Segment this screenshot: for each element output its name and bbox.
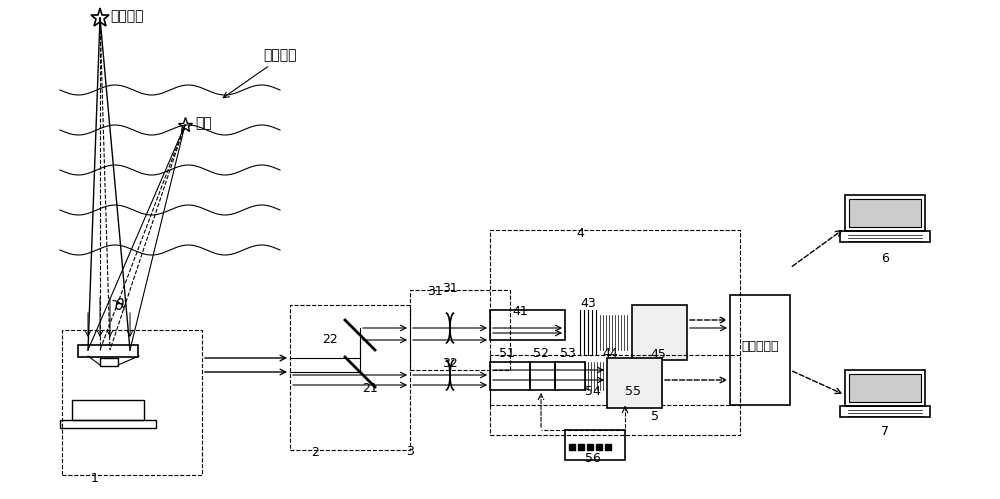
Bar [490, 310, 565, 340]
Text: 56: 56 [585, 452, 601, 465]
Bar [72, 400, 144, 420]
Text: 6: 6 [881, 252, 889, 265]
Bar [845, 195, 925, 231]
Text: 4: 4 [576, 227, 584, 240]
Bar [845, 370, 925, 406]
Bar [840, 231, 930, 242]
Bar [632, 305, 687, 360]
Text: 54: 54 [585, 385, 601, 398]
Text: 观测目标: 观测目标 [110, 9, 144, 23]
Bar [565, 430, 625, 460]
Text: 32: 32 [442, 357, 458, 370]
Bar [78, 345, 138, 357]
Text: 7: 7 [881, 425, 889, 438]
Text: 31: 31 [442, 282, 458, 295]
Bar [849, 374, 921, 402]
Bar [730, 295, 790, 405]
Bar [490, 355, 740, 435]
Text: 43: 43 [580, 297, 596, 310]
Bar [849, 199, 921, 227]
Text: 55: 55 [625, 385, 641, 398]
Text: 21: 21 [362, 382, 378, 395]
Bar [62, 330, 202, 475]
Text: 同步触发源: 同步触发源 [741, 340, 779, 353]
Text: 大气湍流: 大气湍流 [263, 48, 297, 62]
Text: 41: 41 [512, 305, 528, 318]
Bar [490, 362, 530, 390]
Text: 45: 45 [650, 348, 666, 361]
Bar [290, 305, 410, 450]
Bar [840, 406, 930, 417]
Bar [555, 362, 585, 390]
Bar [607, 358, 662, 408]
Bar [410, 290, 510, 370]
Text: 1: 1 [91, 473, 99, 486]
Text: 44: 44 [602, 347, 618, 360]
Text: 2: 2 [311, 447, 319, 460]
Text: 3: 3 [406, 445, 414, 458]
Text: 52: 52 [533, 347, 549, 360]
Bar [60, 420, 156, 428]
Text: 信标: 信标 [195, 116, 212, 130]
Text: 22: 22 [322, 333, 338, 346]
Bar [530, 362, 555, 390]
Text: 5: 5 [651, 410, 659, 423]
Text: 53: 53 [560, 347, 576, 360]
Bar [100, 358, 118, 366]
Text: 51: 51 [499, 347, 515, 360]
Bar [490, 230, 740, 405]
Text: θ: θ [115, 297, 124, 312]
Text: 31: 31 [427, 285, 443, 298]
